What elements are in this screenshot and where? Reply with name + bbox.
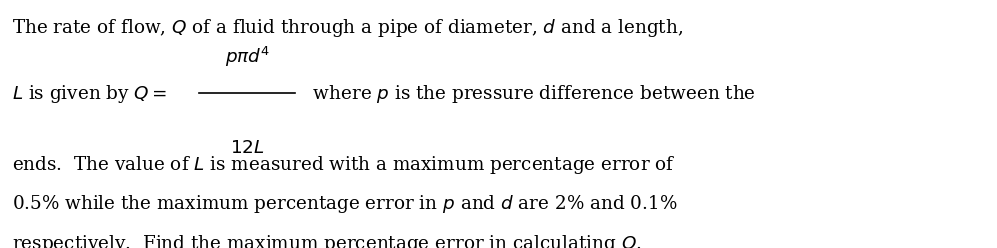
- Text: $12L$: $12L$: [230, 139, 264, 157]
- Text: ends.  The value of $L$ is measured with a maximum percentage error of: ends. The value of $L$ is measured with …: [12, 154, 676, 176]
- Text: 0.5% while the maximum percentage error in $p$ and $d$ are 2% and 0.1%: 0.5% while the maximum percentage error …: [12, 193, 677, 216]
- Text: where $p$ is the pressure difference between the: where $p$ is the pressure difference bet…: [307, 83, 756, 105]
- Text: $L$ is given by $Q=$: $L$ is given by $Q=$: [12, 83, 167, 105]
- Text: The rate of flow, $Q$ of a fluid through a pipe of diameter, $d$ and a length,: The rate of flow, $Q$ of a fluid through…: [12, 17, 683, 39]
- Text: respectively.  Find the maximum percentage error in calculating $Q$.: respectively. Find the maximum percentag…: [12, 233, 642, 248]
- Text: $p\pi d^4$: $p\pi d^4$: [224, 45, 270, 69]
